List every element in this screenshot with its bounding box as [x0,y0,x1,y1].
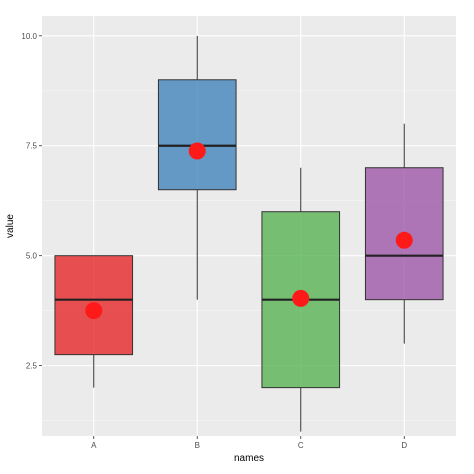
x-tick-label: C [298,441,304,450]
x-tick-label: D [401,441,407,450]
y-axis-ticks: 2.5 5.0 7.5 10.0 [21,32,42,371]
x-tick-label: B [195,441,200,450]
box-b [157,35,237,300]
y-axis-title: value [5,214,16,238]
y-tick-label: 2.5 [26,362,38,371]
y-tick-label: 5.0 [26,252,38,261]
box-c [261,167,341,432]
x-tick-label: A [91,441,97,450]
mean-point [85,302,103,320]
x-axis-title: names [234,453,264,464]
mean-point [188,142,206,160]
box-body [157,79,237,191]
boxes-layer [54,35,444,432]
mean-point [395,231,413,249]
box-a [54,255,134,388]
y-tick-label: 7.5 [26,142,38,151]
x-axis-ticks: A B C D [91,436,407,450]
box-d [364,123,444,344]
y-tick-label: 10.0 [21,32,37,41]
mean-point [292,289,310,307]
